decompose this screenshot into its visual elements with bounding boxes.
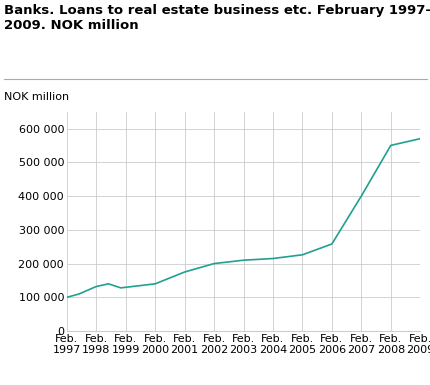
Text: NOK million: NOK million xyxy=(4,92,69,102)
Text: Banks. Loans to real estate business etc. February 1997-February
2009. NOK milli: Banks. Loans to real estate business etc… xyxy=(4,4,430,32)
